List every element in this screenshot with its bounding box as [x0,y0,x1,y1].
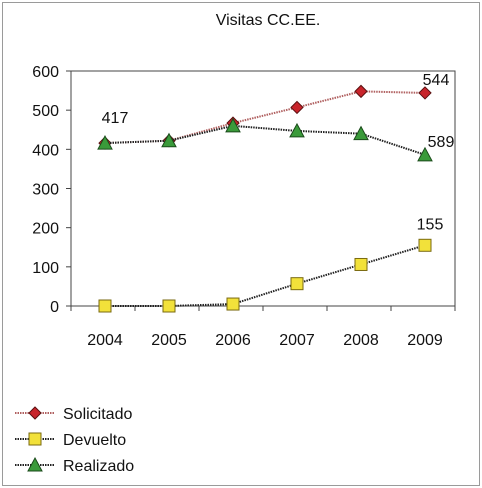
chart-series [97,84,433,313]
data-label: 544 [423,72,450,89]
chart-svg: Visitas CC.EE. 0 100 200 300 400 500 600 2004 20… [15,12,456,475]
data-label: 155 [417,216,444,233]
data-point-solicitado [290,100,304,115]
legend-item-realizado: Realizado [15,456,134,475]
plot-area [70,70,456,307]
data-point-realizado [289,122,305,138]
x-tick-label: 2006 [215,332,251,349]
chart-title: Visitas CC.EE. [216,12,321,29]
data-point-realizado [353,125,369,141]
series-line-realizado [104,124,426,156]
series-line-solicitado [104,90,426,145]
legend-item-devuelto: Devuelto [15,432,126,449]
legend-item-solicitado: Solicitado [15,406,132,423]
y-tick-label: 400 [32,142,59,159]
data-point-realizado [161,132,177,148]
data-point-devuelto [226,297,240,311]
data-point-devuelto [354,257,368,271]
chart-legend: Solicitado Devuelto Realizado [15,406,134,475]
series-realizado [97,117,433,162]
data-point-devuelto [98,299,112,313]
y-tick-label: 300 [32,182,59,199]
chart-annotations: 417 544 589 155 [102,72,455,233]
x-tick-label: 2004 [87,332,123,349]
series-solicitado [98,84,432,150]
data-label: 589 [428,134,455,151]
y-tick-label: 600 [32,64,59,81]
y-tick-label: 100 [32,260,59,277]
x-tick-label: 2008 [343,332,379,349]
data-point-devuelto [162,299,176,313]
data-point-devuelto [290,277,304,291]
legend-swatch-marker [28,406,42,420]
legend-label: Solicitado [63,406,132,423]
series-line-devuelto [105,244,426,307]
data-point-realizado [225,117,241,133]
data-point-realizado [97,135,113,150]
data-label: 417 [102,110,129,127]
legend-swatch-marker [28,432,42,446]
data-point-devuelto [418,238,432,252]
x-tick-label: 2005 [151,332,187,349]
chart-axes: 0 100 200 300 400 500 600 2004 2005 2006 2007 2008 2… [32,64,456,349]
data-point-solicitado [418,86,432,100]
x-tick-label: 2009 [407,332,443,349]
data-point-realizado [417,146,433,162]
y-tick-label: 200 [32,221,59,238]
legend-swatch-marker [27,456,43,472]
y-tick-label: 500 [32,103,59,120]
y-tick-label: 0 [50,299,59,316]
legend-label: Devuelto [63,432,126,449]
data-point-solicitado [354,84,368,99]
x-tick-label: 2007 [279,332,315,349]
legend-label: Realizado [63,458,134,475]
series-devuelto [98,238,432,313]
